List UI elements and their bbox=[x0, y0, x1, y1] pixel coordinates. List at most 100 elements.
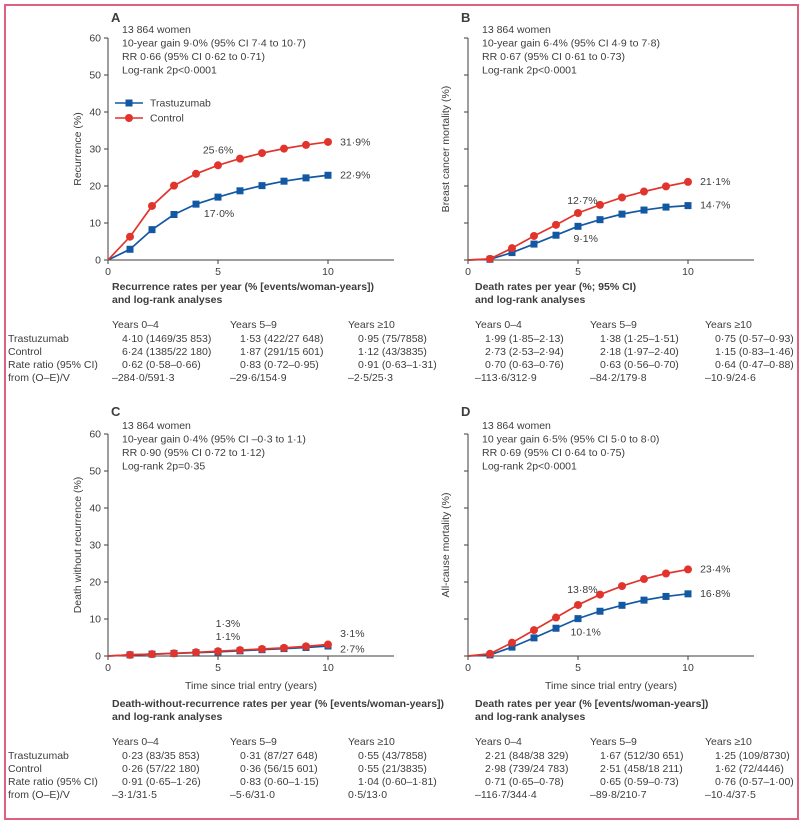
stats-line: 13 864 women bbox=[482, 420, 551, 432]
data-point-circle bbox=[662, 182, 670, 191]
data-point-circle bbox=[126, 650, 134, 659]
x-tick-label: 5 bbox=[575, 266, 581, 278]
y-tick-label: 60 bbox=[89, 33, 101, 45]
data-point-circle bbox=[170, 181, 178, 190]
x-tick-label: 5 bbox=[215, 662, 221, 674]
data-point-circle bbox=[214, 161, 222, 170]
data-point-square bbox=[258, 182, 266, 190]
data-point-circle bbox=[258, 644, 266, 653]
data-point-square bbox=[596, 607, 604, 615]
data-point-square bbox=[508, 643, 516, 651]
data-point-circle bbox=[280, 144, 288, 153]
rates-table-1: Recurrence rates per year (% [events/wom… bbox=[8, 281, 797, 385]
data-point-circle bbox=[486, 649, 494, 658]
table-value: 2·21 (848/38 329) bbox=[485, 750, 569, 762]
column-header: Years 0–4 bbox=[475, 736, 522, 748]
series-control bbox=[467, 177, 692, 263]
table-value: 1·25 (109/8730) bbox=[715, 750, 790, 762]
column-header: Years 5–9 bbox=[590, 736, 637, 748]
column-header: Years 0–4 bbox=[112, 736, 159, 748]
table-value: 1·12 (43/3835) bbox=[358, 346, 427, 358]
table-value: 6·24 (1385/22 180) bbox=[122, 346, 212, 358]
series-line bbox=[467, 181, 689, 261]
y-tick-label: 10 bbox=[89, 218, 101, 230]
data-point-square bbox=[302, 174, 310, 182]
column-header: Years 0–4 bbox=[112, 319, 159, 331]
table-value: 0·62 (0·58–0·66) bbox=[122, 359, 201, 371]
data-label: 12·7% bbox=[567, 195, 597, 207]
table-value: –84·2/179·8 bbox=[590, 372, 647, 384]
row-label: from (O–E)/V bbox=[8, 789, 70, 801]
data-point-circle bbox=[148, 201, 156, 210]
x-tick-label: 0 bbox=[105, 662, 111, 674]
data-point-square bbox=[596, 216, 604, 224]
x-tick-label: 5 bbox=[575, 662, 581, 674]
legend-label: Control bbox=[150, 113, 184, 125]
legend-label: Trastuzumab bbox=[150, 98, 211, 110]
table-section-title: Death-without-recurrence rates per year … bbox=[112, 698, 475, 736]
x-tick-label: 10 bbox=[682, 662, 694, 674]
table-value: 2·18 (1·97–2·40) bbox=[600, 346, 679, 358]
column-header: Years ≥10 bbox=[348, 736, 395, 748]
table-section-title: Death rates per year (% [events/woman-ye… bbox=[475, 698, 797, 736]
data-point-square bbox=[662, 592, 670, 600]
data-point-circle bbox=[574, 600, 582, 609]
stats-line: 10-year gain 6·4% (95% CI 4·9 to 7·8) bbox=[482, 38, 660, 50]
y-tick-label: 20 bbox=[89, 181, 101, 193]
stats-line: 10-year gain 9·0% (95% CI 7·4 to 10·7) bbox=[122, 38, 306, 50]
data-point-circle bbox=[302, 140, 310, 149]
data-label: 1·3% bbox=[216, 618, 241, 630]
data-label: 9·1% bbox=[573, 233, 598, 245]
stats-line: RR 0·66 (95% CI 0·62 to 0·71) bbox=[122, 51, 265, 63]
table-value: 0·55 (21/3835) bbox=[358, 763, 427, 775]
stats-line: Log-rank 2p<0·0001 bbox=[122, 65, 217, 77]
series-line bbox=[467, 568, 689, 657]
data-point-square bbox=[684, 590, 692, 598]
data-label: 3·1% bbox=[340, 628, 365, 640]
table-value: 0·95 (75/7858) bbox=[358, 333, 427, 345]
data-label: 14·7% bbox=[700, 200, 730, 212]
data-point-square bbox=[126, 245, 134, 253]
row-label: from (O–E)/V bbox=[8, 372, 70, 384]
data-label: 10·1% bbox=[571, 627, 601, 639]
table-value: 1·38 (1·25–1·51) bbox=[600, 333, 679, 345]
x-tick-label: 10 bbox=[322, 266, 334, 278]
legend-circle-marker bbox=[125, 114, 133, 122]
data-label: 31·9% bbox=[340, 136, 370, 148]
stats-line: 13 864 women bbox=[122, 420, 191, 432]
chart-panel-a: 0 10 20 30 40 50 60 0 5 10 Recurrence (%) 13 864 wo… bbox=[72, 24, 394, 278]
data-point-square bbox=[662, 203, 670, 211]
table-value: 4·10 (1469/35 853) bbox=[122, 333, 212, 345]
x-tick-label: 0 bbox=[465, 266, 471, 278]
data-point-circle bbox=[662, 569, 670, 578]
data-label: 17·0% bbox=[204, 208, 234, 220]
data-point-square bbox=[574, 222, 582, 230]
data-point-circle bbox=[236, 646, 244, 655]
table-value: –113·6/312·9 bbox=[475, 372, 537, 384]
table-section-title: Recurrence rates per year (% [events/wom… bbox=[112, 281, 475, 319]
table-value: 1·87 (291/15 601) bbox=[240, 346, 324, 358]
data-point-circle bbox=[302, 642, 310, 651]
data-point-square bbox=[640, 596, 648, 604]
stats-line: 13 864 women bbox=[482, 24, 551, 36]
table-value: 0·71 (0·65–0·78) bbox=[485, 776, 564, 788]
x-tick-label: 0 bbox=[105, 266, 111, 278]
table-value: 0·64 (0·47–0·88) bbox=[715, 359, 794, 371]
data-point-square bbox=[552, 624, 560, 632]
x-tick-label: 10 bbox=[682, 266, 694, 278]
rates-table-2: Death-without-recurrence rates per year … bbox=[8, 698, 797, 802]
x-tick-label: 5 bbox=[215, 266, 221, 278]
table-value: 0·91 (0·63–1·31) bbox=[358, 359, 437, 371]
data-point-circle bbox=[148, 650, 156, 659]
y-tick-label: 50 bbox=[89, 70, 101, 82]
data-point-circle bbox=[192, 169, 200, 178]
table-value: 1·99 (1·85–2·13) bbox=[485, 333, 564, 345]
table-title-line: and log-rank analyses bbox=[112, 711, 223, 723]
data-point-circle bbox=[684, 177, 692, 186]
data-point-circle bbox=[486, 254, 494, 263]
table-value: –3·1/31·5 bbox=[112, 789, 157, 801]
data-point-square bbox=[640, 206, 648, 214]
data-point-circle bbox=[530, 626, 538, 635]
table-value: 2·51 (458/18 211) bbox=[600, 763, 683, 775]
